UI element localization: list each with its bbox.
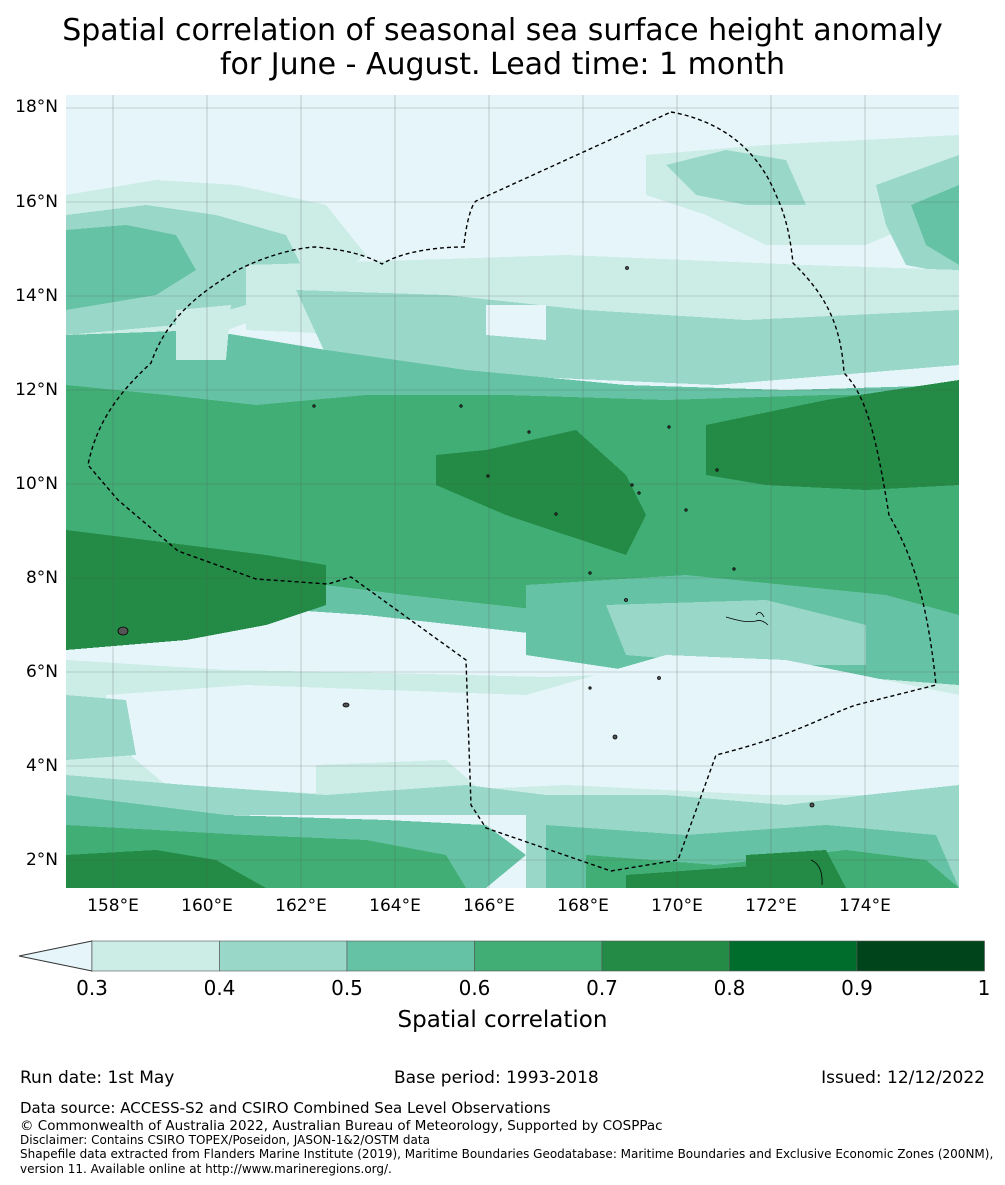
- colorbar-tick: 1: [977, 976, 991, 1000]
- data-source: Data source: ACCESS-S2 and CSIRO Combine…: [20, 1099, 551, 1117]
- colorbar: [18, 940, 988, 978]
- colorbar-tick: 0.3: [76, 976, 108, 1000]
- colorbar-swatch: [601, 940, 730, 972]
- lat-label: 16°N: [15, 192, 58, 212]
- lon-label: 164°E: [369, 896, 421, 916]
- lat-label: 2°N: [25, 850, 58, 870]
- lon-label: 168°E: [557, 896, 609, 916]
- islands: [117, 266, 823, 886]
- colorbar-swatch: [729, 940, 858, 972]
- issued-date: Issued: 12/12/2022: [821, 1068, 985, 1088]
- colorbar-swatch: [219, 940, 348, 972]
- colorbar-tick: 0.8: [713, 976, 746, 1000]
- lat-label: 14°N: [15, 286, 58, 306]
- island-kosrae: [342, 702, 350, 708]
- title-line-1: Spatial correlation of seasonal sea surf…: [62, 13, 943, 48]
- colorbar-swatches: [18, 940, 985, 972]
- lat-label: 18°N: [15, 97, 58, 117]
- lat-label: 12°N: [15, 380, 58, 400]
- colorbar-tick: 0.7: [586, 976, 618, 1000]
- lat-label: 4°N: [25, 756, 58, 776]
- run-date: Run date: 1st May: [20, 1068, 175, 1088]
- base-period: Base period: 1993-2018: [394, 1068, 599, 1088]
- shapefile-credit-2: version 11. Available online at http://w…: [20, 1162, 392, 1176]
- lat-label: 8°N: [25, 568, 58, 588]
- colorbar-swatch: [856, 940, 985, 972]
- disclaimer: Disclaimer: Contains CSIRO TOPEX/Poseido…: [20, 1133, 430, 1147]
- graticule: [66, 95, 959, 888]
- colorbar-tick: 0.5: [331, 976, 363, 1000]
- island-pohnpei: [117, 626, 129, 636]
- colorbar-tick: 0.9: [841, 976, 873, 1000]
- map-title: Spatial correlation of seasonal sea surf…: [0, 14, 1005, 82]
- colorbar-swatch: [91, 940, 220, 972]
- copyright: © Commonwealth of Australia 2022, Austra…: [20, 1118, 663, 1134]
- shapefile-credit-1: Shapefile data extracted from Flanders M…: [20, 1147, 994, 1161]
- colorbar-swatch: [346, 940, 475, 972]
- lon-label: 160°E: [181, 896, 233, 916]
- colorbar-extend-arrow: [18, 940, 93, 972]
- lat-label: 6°N: [25, 662, 58, 682]
- lon-label: 172°E: [745, 896, 797, 916]
- lon-label: 170°E: [651, 896, 703, 916]
- title-line-2: for June - August. Lead time: 1 month: [219, 47, 786, 82]
- lat-label: 10°N: [15, 474, 58, 494]
- colorbar-tick: 0.6: [458, 976, 491, 1000]
- lon-label: 166°E: [463, 896, 515, 916]
- lon-label: 174°E: [839, 896, 891, 916]
- lon-label: 158°E: [87, 896, 139, 916]
- colorbar-swatch: [474, 940, 603, 972]
- lon-label: 162°E: [275, 896, 327, 916]
- map-canvas: [66, 95, 959, 888]
- correlation-cells: [66, 135, 959, 888]
- colorbar-label: Spatial correlation: [397, 1007, 608, 1033]
- correlation-map: [66, 95, 959, 888]
- colorbar-tick: 0.4: [203, 976, 236, 1000]
